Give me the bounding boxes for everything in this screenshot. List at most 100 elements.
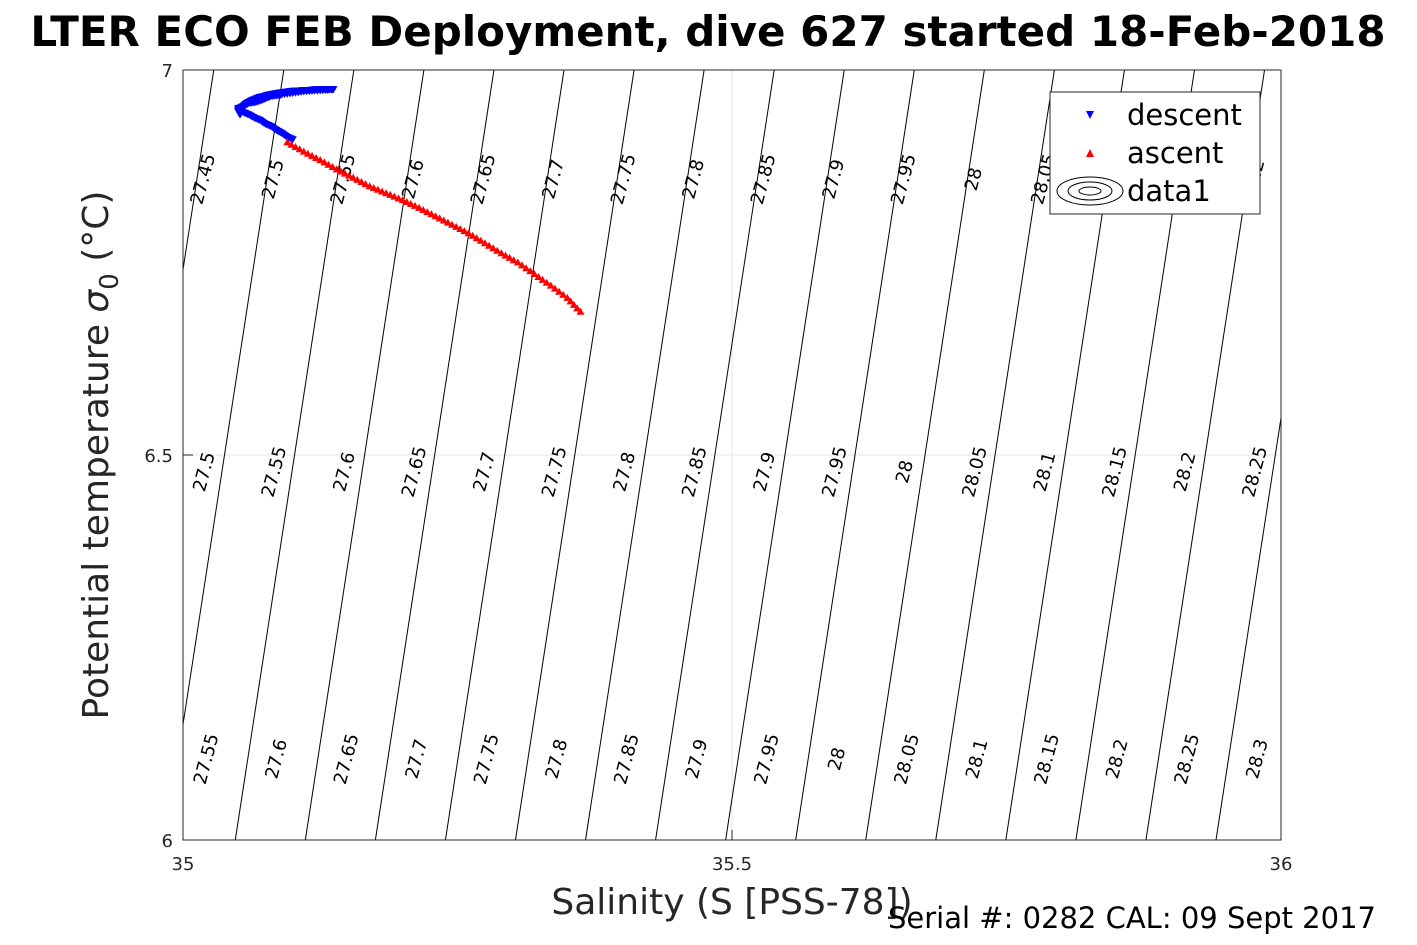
ascent-point xyxy=(480,239,489,247)
legend-descent-marker xyxy=(1086,111,1094,119)
density-contour-line xyxy=(0,70,4,840)
legend-descent-label: descent xyxy=(1127,98,1242,132)
chart-title: LTER ECO FEB Deployment, dive 627 starte… xyxy=(30,7,1385,56)
ascent-point xyxy=(308,151,317,159)
density-contour-line xyxy=(865,70,985,840)
y-axis-label-subscript: 0 xyxy=(95,273,125,290)
y-axis-label-unit: (°C) xyxy=(76,191,117,274)
density-contour-line xyxy=(514,70,635,840)
ascent-point xyxy=(340,169,349,177)
ascent-point xyxy=(406,199,415,207)
ascent-point xyxy=(402,198,411,206)
ascent-point xyxy=(324,160,333,168)
ascent-point xyxy=(501,251,510,259)
descent-point xyxy=(313,87,322,95)
ascent-point xyxy=(559,290,568,298)
x-tick-label: 35.5 xyxy=(712,854,752,875)
ascent-point xyxy=(566,297,575,305)
legend-data1-label: data1 xyxy=(1127,174,1211,208)
density-contour-line xyxy=(935,70,1055,840)
ascent-point xyxy=(485,241,494,249)
ascent-point xyxy=(452,222,461,230)
ascent-point xyxy=(443,218,452,226)
ascent-point xyxy=(427,210,436,218)
density-contour-line xyxy=(1286,70,1405,840)
ascent-point xyxy=(538,275,547,283)
density-contour-line xyxy=(795,70,915,840)
density-contour-line xyxy=(304,70,425,840)
ascent-point xyxy=(546,281,555,289)
ascent-point xyxy=(386,190,395,198)
ascent-point xyxy=(299,147,308,155)
ascent-series xyxy=(283,138,585,315)
ascent-point xyxy=(476,236,485,244)
ascent-point xyxy=(464,229,473,237)
ascent-point xyxy=(415,203,424,211)
legend: descent ascent data1 xyxy=(1049,91,1261,215)
ascent-point xyxy=(303,149,312,157)
ascent-point xyxy=(312,153,321,161)
data-series xyxy=(233,86,585,315)
legend-ascent-marker xyxy=(1086,149,1094,157)
ascent-point xyxy=(573,304,582,312)
density-contour-line xyxy=(1215,414,1281,840)
ascent-point xyxy=(530,270,539,278)
ascent-point xyxy=(555,287,564,295)
ascent-point xyxy=(361,180,370,188)
ascent-point xyxy=(291,143,300,150)
ascent-point xyxy=(526,267,535,275)
y-axis-label-main: Potential temperature xyxy=(76,313,117,720)
ascent-point xyxy=(365,182,374,190)
density-contour-line xyxy=(183,70,215,273)
ascent-point xyxy=(390,192,399,200)
ascent-point xyxy=(435,214,444,222)
ascent-point xyxy=(534,272,543,280)
ascent-point xyxy=(513,258,522,266)
density-contour-line xyxy=(234,70,355,840)
ascent-point xyxy=(283,138,292,146)
ascent-point xyxy=(542,278,551,286)
ascent-point xyxy=(423,208,432,216)
legend-box xyxy=(1049,91,1261,215)
ascent-point xyxy=(419,205,428,213)
ascent-point xyxy=(460,227,469,235)
descent-point xyxy=(287,135,296,143)
ascent-point xyxy=(332,165,341,173)
ascent-point xyxy=(345,171,354,179)
x-axis-ticks: 35 35.5 36 xyxy=(172,830,1292,875)
descent-series xyxy=(233,86,338,144)
ascent-point xyxy=(373,185,382,193)
ascent-point xyxy=(569,300,578,308)
ascent-point xyxy=(353,175,362,183)
ascent-point xyxy=(456,225,465,233)
density-contour-line xyxy=(444,70,565,840)
ascent-point xyxy=(357,178,366,186)
ascent-point xyxy=(439,216,448,224)
ascent-point xyxy=(320,158,329,166)
density-contour-line xyxy=(183,70,285,728)
legend-ascent-label: ascent xyxy=(1127,136,1223,170)
serial-cal-footer: Serial #: 0282 CAL: 09 Sept 2017 xyxy=(888,901,1376,935)
ascent-point xyxy=(468,231,477,239)
ascent-point xyxy=(505,253,514,261)
ascent-point xyxy=(316,156,325,164)
ascent-point xyxy=(509,256,518,264)
x-tick-label: 35 xyxy=(172,854,195,875)
ascent-point xyxy=(472,234,481,242)
ascent-point xyxy=(563,293,572,301)
ascent-point xyxy=(378,187,387,195)
density-contour-line xyxy=(655,70,775,840)
ascent-point xyxy=(550,284,559,292)
ascent-point xyxy=(287,140,296,148)
ascent-point xyxy=(489,244,498,252)
ascent-point xyxy=(410,201,419,209)
ascent-point xyxy=(394,194,403,202)
ascent-point xyxy=(497,249,506,257)
density-contour-line xyxy=(0,70,74,840)
legend-data1-contour-icon xyxy=(1056,176,1124,206)
ascent-point xyxy=(431,212,440,220)
density-contour-line xyxy=(1356,70,1417,840)
descent-point xyxy=(302,88,311,96)
y-tick-label: 7 xyxy=(162,61,173,82)
